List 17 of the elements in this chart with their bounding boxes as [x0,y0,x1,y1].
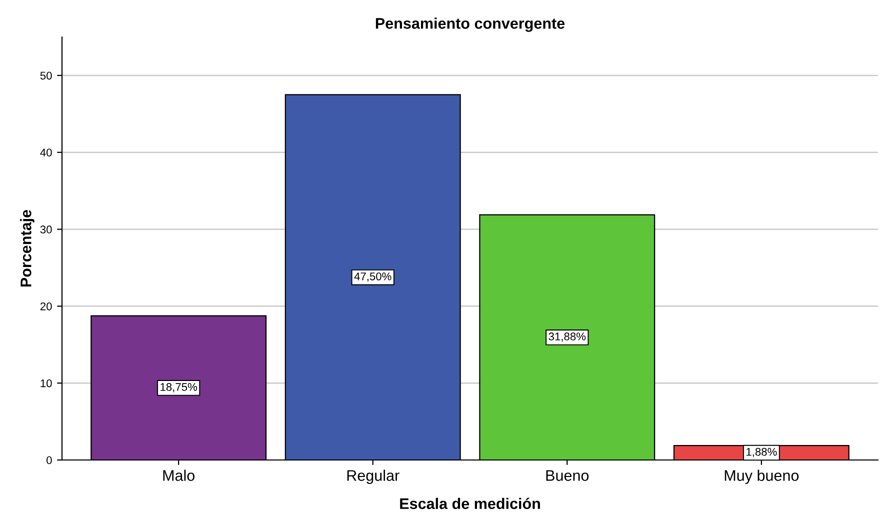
x-axis-title: Escala de medición [400,498,540,510]
y-tick-label: 20 [40,302,52,310]
x-tick-label: Regular [347,470,400,484]
chart-title: Pensamiento convergente [376,18,565,32]
y-tick-label: 30 [40,226,52,234]
x-tick-label: Bueno [546,470,589,481]
y-tick-label: 40 [40,148,52,156]
y-axis-title: Porcentaje [20,210,34,287]
data-label: 18,75% [160,383,198,392]
data-label: 47,50% [354,272,392,282]
x-tick-label: Muy bueno [724,470,799,484]
data-label: 1,88% [746,448,777,458]
y-tick-label: 50 [40,72,52,80]
y-tick-label: 10 [40,379,52,388]
y-tick-label: 0 [46,456,52,464]
data-label: 31,88% [548,332,586,342]
x-tick-label: Malo [163,470,194,481]
